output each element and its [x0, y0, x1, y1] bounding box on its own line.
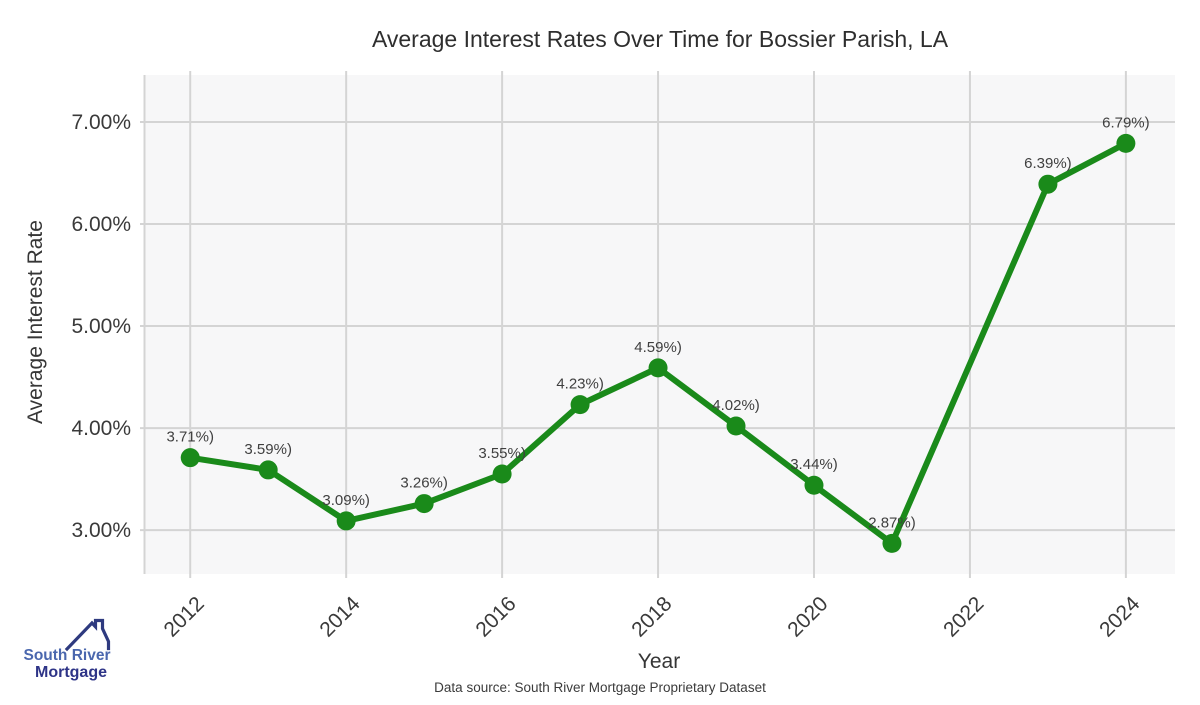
- y-tick-label: 7.00%: [71, 111, 131, 134]
- y-tick-label: 5.00%: [71, 315, 131, 338]
- plot-area: [145, 75, 1175, 574]
- data-point: [882, 533, 902, 553]
- chart-title: Average Interest Rates Over Time for Bos…: [372, 26, 949, 52]
- data-point-label: 6.79%): [1102, 114, 1150, 131]
- y-tick-label: 4.00%: [71, 417, 131, 440]
- y-tick-label: 3.00%: [71, 519, 131, 542]
- house-roof-icon: [64, 618, 111, 652]
- data-point: [492, 464, 512, 484]
- series-layer: 3.71%) 3.59%) 3.09%) 3.26%) 3.55%) 4.23%) 4.59…: [166, 114, 1150, 553]
- data-point-label: 3.59%): [244, 441, 292, 458]
- data-point: [648, 358, 668, 378]
- x-axis-label: Year: [638, 650, 680, 673]
- data-point-label: 6.39%): [1024, 155, 1072, 172]
- data-point: [726, 416, 746, 436]
- data-point-label: 3.09%): [322, 492, 370, 509]
- data-point: [1116, 133, 1136, 153]
- data-point-label: 4.59%): [634, 339, 682, 356]
- x-tick-label: 2018: [627, 592, 676, 641]
- data-point-label: 4.23%): [556, 376, 604, 393]
- data-point: [258, 460, 278, 480]
- south-river-mortgage-logo: South River Mortgage: [24, 618, 111, 681]
- data-source-caption: Data source: South River Mortgage Propri…: [434, 680, 766, 695]
- x-tick-label: 2012: [159, 592, 208, 641]
- data-point-label: 3.44%): [790, 456, 838, 473]
- grid-layer: [140, 71, 1175, 578]
- data-point: [180, 448, 200, 468]
- x-tick-label: 2022: [939, 592, 988, 641]
- data-point-label: 3.55%): [478, 445, 526, 462]
- data-point: [414, 494, 434, 514]
- data-point-label: 3.26%): [400, 475, 448, 492]
- y-tick-label: 6.00%: [71, 213, 131, 236]
- data-point-label: 4.02%): [712, 397, 760, 414]
- data-point: [336, 511, 356, 531]
- logo-text-mortgage: Mortgage: [35, 664, 107, 681]
- data-point: [570, 395, 590, 415]
- data-point: [804, 475, 824, 495]
- data-point: [1038, 174, 1058, 194]
- x-tick-label: 2024: [1095, 592, 1145, 642]
- trend-line: [187, 140, 1129, 547]
- data-point-label: 2.87%): [868, 514, 916, 531]
- logo-text-south-river: South River: [24, 647, 111, 664]
- y-axis-label: Average Interest Rate: [24, 220, 47, 424]
- x-tick-label: 2020: [783, 592, 832, 641]
- data-point-label: 3.71%): [166, 429, 214, 446]
- x-tick-label: 2014: [315, 592, 365, 642]
- x-tick-label: 2016: [471, 592, 520, 641]
